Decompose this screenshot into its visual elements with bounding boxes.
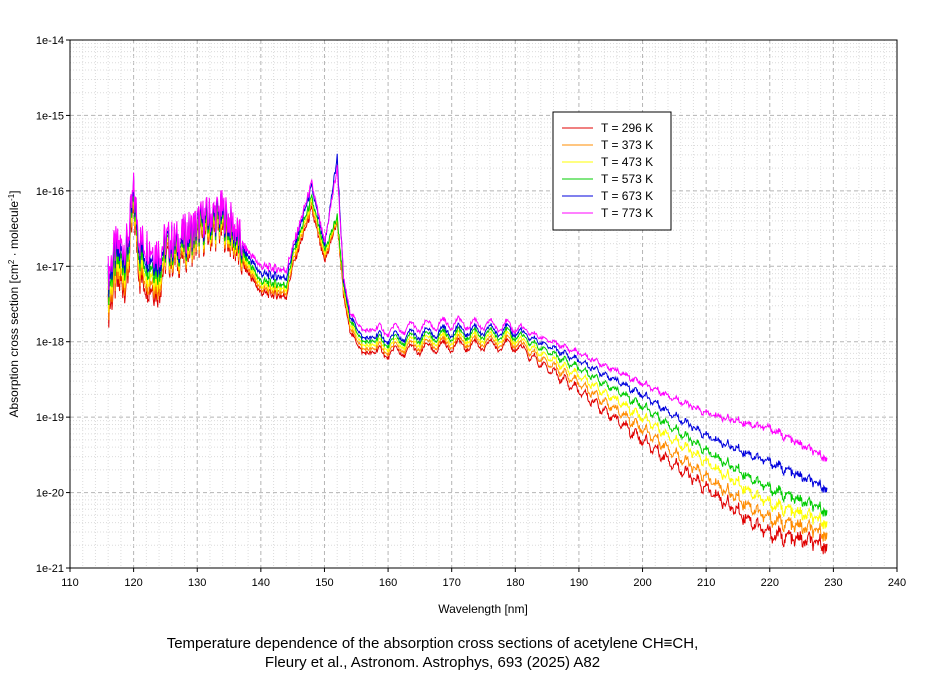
y-tick-label: 1e-21 [36, 563, 64, 575]
x-tick-label: 180 [506, 577, 524, 589]
x-tick-label: 210 [697, 577, 715, 589]
legend-label: T = 673 K [601, 189, 653, 203]
legend-label: T = 373 K [601, 138, 653, 152]
x-tick-label: 190 [570, 577, 588, 589]
legend-label: T = 473 K [601, 155, 653, 169]
y-ticks: 1e-14 1e-15 1e-16 1e-17 1e-18 1e-19 1e-20 1e-21 [36, 35, 70, 575]
y-tick-label: 1e-20 [36, 488, 64, 500]
grid [70, 40, 897, 568]
plot-frame [69, 39, 898, 569]
y-axis-label: Absorption cross section [cm2 · molecule… [7, 190, 22, 417]
x-tick-label: 200 [633, 577, 651, 589]
y-tick-label: 1e-14 [36, 35, 64, 47]
x-tick-label: 150 [315, 577, 333, 589]
x-tick-label: 110 [61, 577, 79, 589]
caption-line-2: Fleury et al., Astronom. Astrophys, 693 … [264, 654, 601, 671]
x-tick-label: 230 [824, 577, 842, 589]
y-tick-label: 1e-18 [36, 337, 64, 349]
x-ticks: 110 120 130 140 150 160 170 180 190 200 210 220 230 2… [61, 568, 906, 589]
x-tick-label: 140 [252, 577, 270, 589]
x-tick-label: 120 [124, 577, 142, 589]
series-line-773K [107, 165, 828, 462]
y-tick-label: 1e-15 [36, 110, 64, 122]
y-tick-label: 1e-19 [36, 412, 64, 424]
series-lines [107, 153, 828, 555]
legend-label: T = 296 K [601, 121, 653, 135]
x-tick-label: 130 [188, 577, 206, 589]
legend-label: T = 573 K [601, 172, 653, 186]
svg-text:Absorption cross section [cm2: Absorption cross section [cm2 · molecule… [7, 190, 22, 417]
y-tick-label: 1e-16 [36, 186, 64, 198]
x-tick-label: 240 [888, 577, 906, 589]
x-tick-label: 160 [379, 577, 397, 589]
legend-box [552, 111, 672, 231]
caption-line-1: Temperature dependence of the absorption… [166, 635, 699, 652]
legend: T = 296 K T = 373 K T = 473 K T = 573 K T = … [552, 111, 672, 231]
y-tick-label: 1e-17 [36, 261, 64, 273]
x-tick-label: 170 [443, 577, 461, 589]
legend-label: T = 773 K [601, 206, 653, 220]
x-tick-label: 220 [761, 577, 779, 589]
x-axis-label: Wavelength [nm] [438, 602, 528, 616]
